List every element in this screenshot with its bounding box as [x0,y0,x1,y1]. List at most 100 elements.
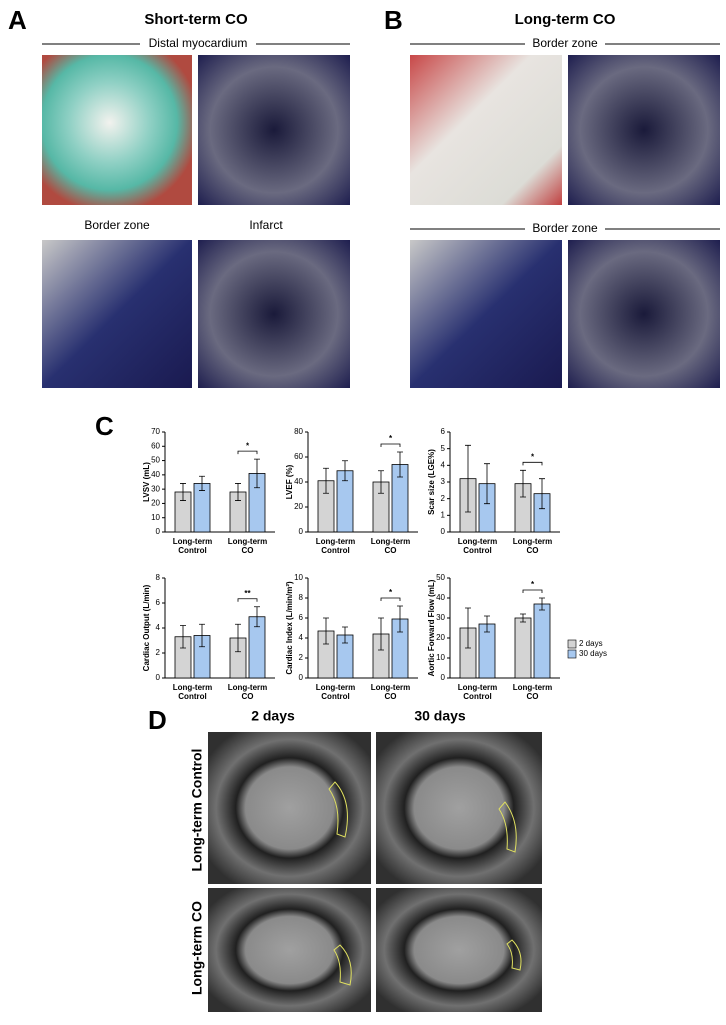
mri-image [376,732,542,884]
legend-swatch [567,649,577,659]
y-tick-label: 20 [436,633,445,642]
error-bar [199,623,205,648]
y-tick-label: 40 [294,477,303,486]
image [42,240,192,388]
significance-label: * [531,452,535,461]
image [198,240,350,388]
image [410,55,562,205]
image [410,240,562,388]
section-label: Distal myocardium [149,36,248,50]
y-tick-label: 6 [156,598,161,607]
panel-d: D 2 days 30 days Long-term Control Long-… [148,705,542,1012]
y-tick-label: 0 [441,527,446,536]
x-tick-label: Long-term CO [371,683,411,701]
error-bar [378,470,384,494]
y-tick-label: 8 [156,573,161,582]
y-tick-label: 30 [151,484,160,493]
y-tick-label: 3 [441,477,446,486]
legend-label: 2 days [579,639,603,648]
mri-image [208,888,371,1012]
error-bar [342,626,348,644]
error-bar [254,606,260,628]
y-tick-label: 6 [441,427,446,436]
significance-bracket [237,450,258,455]
error-bar [465,444,471,513]
error-bar [235,623,241,653]
y-tick-label: 30 [436,613,445,622]
panel-label: B [384,5,403,35]
row-label: Long-term CO [189,901,205,995]
panel-title: Short-term CO [144,11,248,28]
y-axis-label: Scar size (LGE%) [427,449,436,515]
y-tick-label: 40 [436,593,445,602]
error-bar [465,607,471,649]
error-bar [235,483,241,501]
section-label: Border zone [532,221,598,235]
significance-bracket [237,598,258,602]
y-tick-label: 50 [436,573,445,582]
y-tick-label: 5 [441,444,446,453]
image [42,55,192,205]
roi-outline [506,939,522,971]
y-tick-label: 10 [151,513,160,522]
bar [533,603,551,679]
y-tick-label: 40 [151,470,160,479]
error-bar [199,475,205,491]
error-bar [323,467,329,494]
error-bar [484,463,490,505]
error-bar [520,469,526,498]
y-tick-label: 20 [151,499,160,508]
y-tick-label: 2 [299,653,304,662]
mri-image [208,732,371,884]
y-tick-label: 0 [156,673,161,682]
roi-outline [333,944,352,986]
x-tick-label: Long-term Control [316,683,356,701]
y-tick-label: 6 [299,613,304,622]
column-label: 2 days [251,708,295,724]
x-tick-label: Long-term CO [371,537,411,555]
section-label: Border zone [532,36,598,50]
y-tick-label: 20 [294,502,303,511]
y-tick-label: 0 [441,673,446,682]
panel-label: C [95,411,114,441]
legend-swatch [567,639,577,649]
error-bar [378,617,384,651]
y-axis-label: Cardiac Output (L/min) [142,584,151,671]
panel-label: A [8,5,27,35]
y-tick-label: 0 [156,527,161,536]
error-bar [520,613,526,623]
significance-bracket [380,597,401,601]
y-tick-label: 2 [441,494,446,503]
y-tick-label: 80 [294,427,303,436]
bar [514,617,532,679]
significance-label: * [531,580,535,589]
x-tick-label: Long-term CO [228,537,268,555]
y-tick-label: 4 [441,460,446,469]
significance-bracket [522,589,543,593]
y-tick-label: 8 [299,593,304,602]
column-label: 30 days [414,708,466,724]
y-axis-label: Aortic Forward Flow (mL) [427,579,436,676]
label-bg [525,37,605,51]
significance-label: ** [244,589,251,598]
error-bar [180,483,186,501]
x-tick-label: Long-term Control [173,537,213,555]
error-bar [539,478,545,510]
error-bar [323,617,329,645]
panel-label: D [148,705,167,735]
error-bar [180,625,186,649]
significance-bracket [522,461,543,466]
significance-label: * [246,441,250,450]
mri-image [376,888,542,1012]
image [198,55,350,205]
label-bg [140,37,256,51]
image-label: Infarct [249,218,283,232]
error-bar [397,605,403,633]
roi-outline [328,781,348,838]
roi-outline [498,801,517,853]
legend-label: 30 days [579,649,607,658]
panel-b: B Long-term CO Border zone Border zone [384,5,720,388]
x-tick-label: Long-term CO [228,683,268,701]
